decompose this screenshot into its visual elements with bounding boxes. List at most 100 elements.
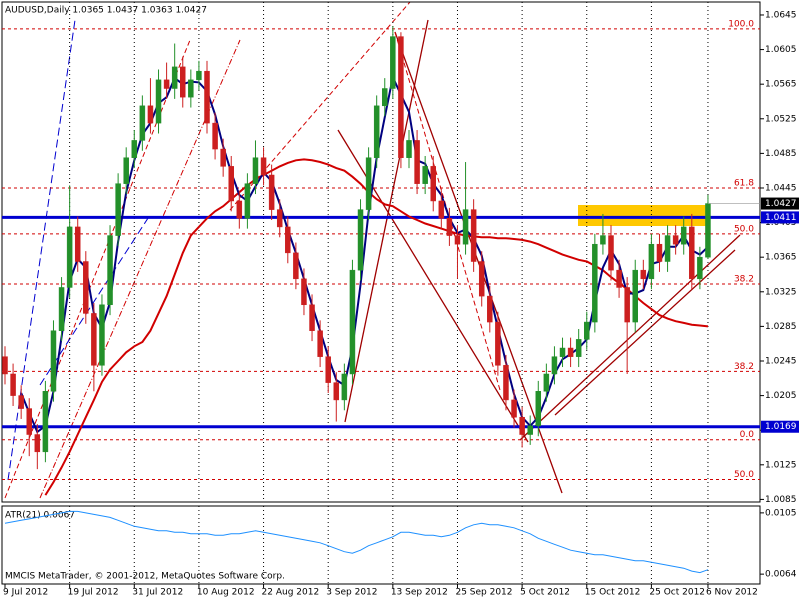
x-tick-label: 22 Aug 2012 [262,588,320,598]
candle-body [42,391,49,453]
candle-body [131,140,138,158]
candle-body [333,382,340,401]
candle-body [325,356,331,383]
x-tick-label: 19 Jul 2012 [68,588,119,598]
candle-body [608,235,614,271]
candle-body [317,330,323,357]
x-tick-label: 10 Aug 2012 [197,588,255,598]
y-tick-label: 1.0125 [765,460,797,470]
fib-label: 50.0 [734,224,754,234]
candle-body [2,356,8,375]
fib-label: 100.0 [728,19,754,29]
y-tick-label: 1.0565 [765,80,797,90]
candle-body [10,373,16,396]
candle-body [689,226,695,280]
trend-line [519,234,741,441]
candle-body [503,365,509,401]
candle-body [414,140,420,184]
candle-body [147,105,154,124]
candle-body [382,88,388,107]
candle-body [139,105,146,141]
candle-body [341,373,348,401]
y-tick-label: 1.0445 [765,183,797,193]
candle-body [551,356,558,375]
candle-body [293,252,299,280]
candle-body [656,243,663,262]
candle-body [180,66,186,98]
candle-body [535,391,542,427]
candle-body [276,209,283,228]
y-tick-label: 1.0525 [765,114,797,124]
candle-body [511,399,517,418]
candle-body [680,226,687,245]
fib-label: 61.8 [734,178,754,188]
price-tag: 1.0427 [765,199,797,209]
x-tick-label: 6 Nov 2012 [706,588,758,598]
level-tag: 1.0169 [765,422,797,432]
y-tick-label: 1.0485 [765,149,797,159]
y-tick-label: 1.0085 [765,495,797,505]
candle-body [390,36,396,89]
candle-body [204,70,210,124]
candle-body [196,70,202,81]
level-tag: 1.0411 [765,213,797,223]
candle-body [252,157,259,184]
candle-body [664,235,671,262]
candle-body [115,183,121,236]
highlight-zone [578,205,708,226]
fib-label: 38.2 [734,362,754,372]
level-tag-box [761,211,799,224]
x-tick-label: 25 Sep 2012 [455,588,512,598]
y-tick-label: 1.0325 [765,287,797,297]
trend-line [344,19,429,423]
candle-body [123,157,129,184]
candle-body [470,209,477,262]
candle-body [285,226,291,254]
channel-line [39,214,151,386]
footer: MMCIS MetaTrader, © 2001-2012, MetaQuote… [5,572,285,582]
candle-body [616,269,622,288]
y-tick-label: 1.0205 [765,391,797,401]
fib-label: 50.0 [734,470,754,480]
candle-body [309,304,315,331]
atr-line [4,510,709,574]
atr-title: ATR(21) 0.0067 [5,511,75,521]
candle-body [26,408,32,435]
candle-body [543,373,550,392]
channel-line [229,1,411,211]
candle-body [91,313,97,366]
candle-body [632,269,638,323]
x-tick-label: 5 Oct 2012 [520,588,570,598]
candle-body [575,339,582,357]
fib-label: 38.2 [734,275,754,285]
candle-body [446,218,453,236]
candle-body [373,105,380,158]
x-tick-label: 13 Sep 2012 [391,588,448,598]
trend-line [554,249,736,416]
candle-body [171,66,178,89]
candle-body [220,148,226,167]
y-tick-label: 0.0105 [765,508,797,518]
candle-body [260,157,267,176]
candle-body [50,330,57,392]
candle-body [640,269,647,280]
candle-body [58,287,65,331]
candle-body [66,226,73,288]
candle-body [648,243,655,280]
candle-body [349,269,356,375]
candle-body [155,79,162,124]
candle-body [74,226,81,262]
y-tick-label: 1.0365 [765,253,797,263]
candle-body [519,416,525,435]
y-tick-label: 0.0064 [765,570,797,580]
candle-body [705,203,711,258]
candle-body [592,243,598,323]
candle-body [107,235,113,306]
fib-label: 0.0 [740,430,755,440]
candle-body [422,166,428,184]
candle-body [34,434,41,453]
candle-body [398,36,404,158]
candle-body [584,321,590,340]
candle-body [527,425,533,435]
